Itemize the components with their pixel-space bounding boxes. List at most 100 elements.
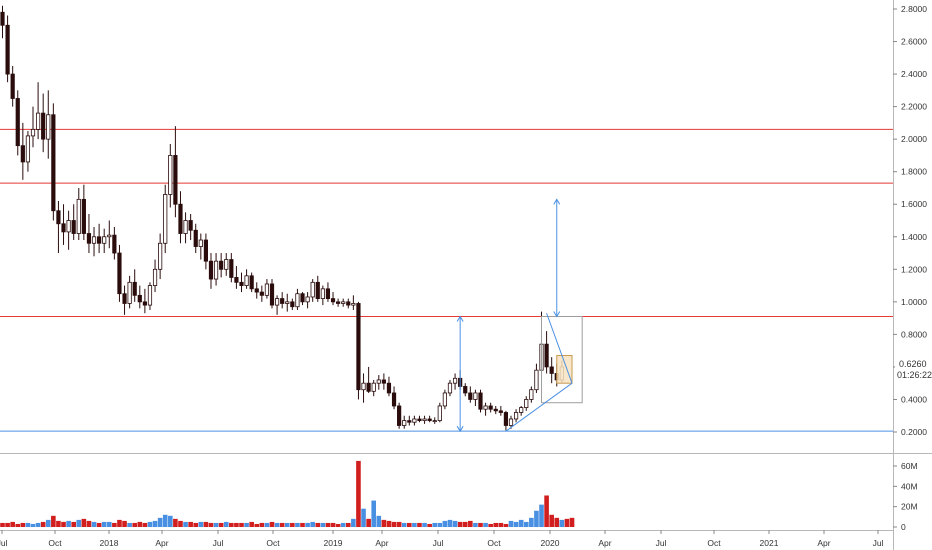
- time-tick-label: Jul: [873, 538, 884, 548]
- candle-body: [239, 281, 244, 286]
- volume-bar: [5, 522, 10, 527]
- candle-body: [91, 236, 97, 244]
- time-tick-label: 2020: [541, 538, 560, 548]
- candle-body: [463, 386, 468, 394]
- rectangle-drawing[interactable]: [556, 355, 573, 384]
- candle-body: [508, 418, 514, 426]
- volume-bar: [295, 522, 300, 527]
- time-tick-label: Oct: [266, 538, 280, 548]
- candle-body: [336, 301, 341, 304]
- volume-bar: [407, 522, 412, 527]
- candle-body: [163, 194, 168, 244]
- candle-body: [254, 288, 259, 293]
- candle-body: [412, 418, 417, 423]
- volume-bar: [117, 519, 122, 527]
- price-tick-label: 1.0000: [901, 297, 927, 307]
- volume-bar: [106, 521, 112, 527]
- candle-body: [381, 379, 386, 384]
- candle-body: [503, 412, 509, 426]
- volume-bars: [0, 460, 575, 527]
- volume-bar: [473, 522, 478, 527]
- candle-body: [244, 275, 249, 286]
- candle-body: [513, 412, 519, 420]
- candle-body: [473, 392, 478, 400]
- candle-body: [290, 301, 295, 308]
- volume-bar: [152, 520, 158, 527]
- volume-bar: [452, 520, 458, 527]
- volume-bar: [51, 515, 56, 527]
- volume-bar: [340, 522, 346, 527]
- candle-body: [519, 407, 524, 413]
- candle-body: [351, 303, 356, 306]
- candle-body: [330, 298, 336, 303]
- volume-bar: [513, 521, 519, 527]
- horizontal-levels[interactable]: [0, 128, 893, 432]
- volume-bar: [274, 522, 280, 527]
- candle-body: [20, 145, 25, 163]
- candle-body: [30, 128, 36, 137]
- candle-body: [488, 405, 493, 410]
- candle-body: [137, 294, 142, 303]
- volume-bar: [427, 523, 432, 527]
- time-tick-label: Jul: [213, 538, 224, 548]
- candle-body: [183, 220, 188, 234]
- candle-body: [208, 260, 214, 280]
- volume-bar: [478, 522, 483, 527]
- candle-body: [407, 420, 412, 423]
- arrow-head-start: [456, 425, 464, 433]
- volume-bar: [178, 520, 183, 527]
- price-tick-label: 0.2000: [901, 427, 927, 437]
- time-tick-label: 2021: [760, 538, 779, 548]
- volume-bar: [269, 521, 275, 527]
- volume-tick-label: 40M: [901, 481, 918, 491]
- candle-body: [285, 301, 290, 304]
- candle-body: [391, 392, 397, 407]
- candle-body: [198, 239, 203, 247]
- trendline[interactable]: [505, 382, 573, 432]
- volume-bar: [564, 518, 570, 527]
- candle-body: [259, 291, 264, 296]
- time-axis[interactable]: Jul Oct 2018 Apr Jul Oct 2019 Apr Jul Oct 2020 Apr J…: [0, 530, 884, 548]
- volume-bar: [391, 521, 397, 527]
- price-tick-label: 2.6000: [901, 37, 927, 47]
- price-tick-label: 2.0000: [901, 134, 927, 144]
- volume-bar: [213, 522, 219, 527]
- volume-bar: [173, 518, 178, 527]
- volume-bar: [91, 521, 97, 527]
- volume-bar: [223, 521, 229, 527]
- time-tick-label: 2018: [100, 538, 119, 548]
- candle-body: [402, 420, 407, 426]
- candle-body: [483, 405, 488, 410]
- candle-body: [25, 135, 31, 163]
- volume-bar: [300, 522, 305, 527]
- trendline[interactable]: [546, 313, 573, 384]
- volume-bar: [61, 521, 66, 527]
- volume-bar: [493, 522, 499, 527]
- candle-body: [341, 301, 346, 304]
- candle-body: [10, 73, 15, 99]
- candle-body: [51, 114, 56, 212]
- candle-body: [35, 112, 41, 130]
- time-tick-label: Jul: [433, 538, 444, 548]
- drawings[interactable]: [456, 198, 583, 433]
- volume-bar: [447, 519, 453, 527]
- candle-body: [224, 259, 229, 270]
- time-tick-label: Apr: [817, 538, 830, 548]
- candle-body: [549, 366, 554, 374]
- candle-body: [280, 298, 285, 304]
- volume-bar: [40, 521, 46, 527]
- volume-bar: [0, 522, 5, 527]
- volume-bar: [361, 508, 366, 527]
- rectangle-drawing[interactable]: [541, 315, 583, 404]
- candle-body: [107, 234, 112, 238]
- time-tick-label: Oct: [707, 538, 721, 548]
- volume-bar: [86, 520, 92, 527]
- arrow-head-start: [553, 311, 561, 318]
- volume-bar: [20, 522, 26, 527]
- volume-bar: [549, 514, 554, 527]
- time-tick-label: Oct: [48, 538, 62, 548]
- time-tick-label: Jul: [656, 538, 667, 548]
- volume-bar: [25, 522, 31, 527]
- volume-bar: [351, 518, 356, 527]
